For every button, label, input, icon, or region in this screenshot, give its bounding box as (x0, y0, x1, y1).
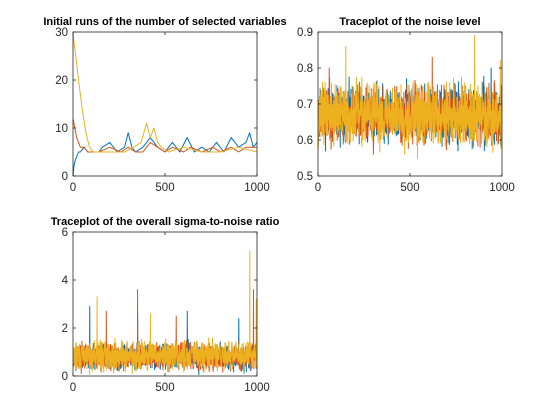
y-tick-label: 0.9 (297, 27, 313, 39)
y-tick-label: 4 (62, 275, 69, 287)
series-line-2 (73, 118, 257, 153)
y-tick-label: 0.6 (297, 135, 313, 147)
subplot-title: Traceplot of the noise level (339, 16, 480, 28)
x-tick-label: 0 (70, 382, 76, 394)
y-tick-label: 0 (62, 371, 68, 383)
y-tick-label: 0.7 (297, 99, 313, 111)
subplot-noise-level: 0 500 1000 0.5 0.6 0.7 0.8 0.9 Traceplot of the … (297, 16, 515, 194)
y-tick-label: 2 (62, 323, 68, 335)
x-tick-label: 500 (155, 182, 174, 194)
x-tick-label: 1000 (244, 382, 270, 394)
subplot-title: Initial runs of the number of selected v… (43, 16, 286, 28)
series-line-3 (73, 250, 257, 375)
y-tick-label: 6 (62, 227, 68, 239)
series-line-3 (73, 32, 257, 153)
x-tick-label: 1000 (244, 182, 270, 194)
x-tick-label: 1000 (489, 182, 515, 194)
plot-area (73, 32, 257, 176)
x-tick-label: 0 (70, 182, 76, 194)
y-tick-label: 10 (55, 123, 68, 135)
series-line-1 (73, 132, 257, 176)
x-tick-label: 500 (155, 382, 174, 394)
y-tick-label: 0 (62, 171, 68, 183)
y-tick-label: 0.8 (297, 63, 313, 75)
series-line-3 (318, 35, 502, 159)
x-tick-label: 500 (400, 182, 419, 194)
y-tick-label: 0.5 (297, 171, 313, 183)
subplot-title: Traceplot of the overall sigma-to-noise … (51, 216, 280, 228)
y-tick-label: 20 (55, 75, 68, 87)
y-tick-label: 30 (55, 27, 68, 39)
x-tick-label: 0 (315, 182, 321, 194)
